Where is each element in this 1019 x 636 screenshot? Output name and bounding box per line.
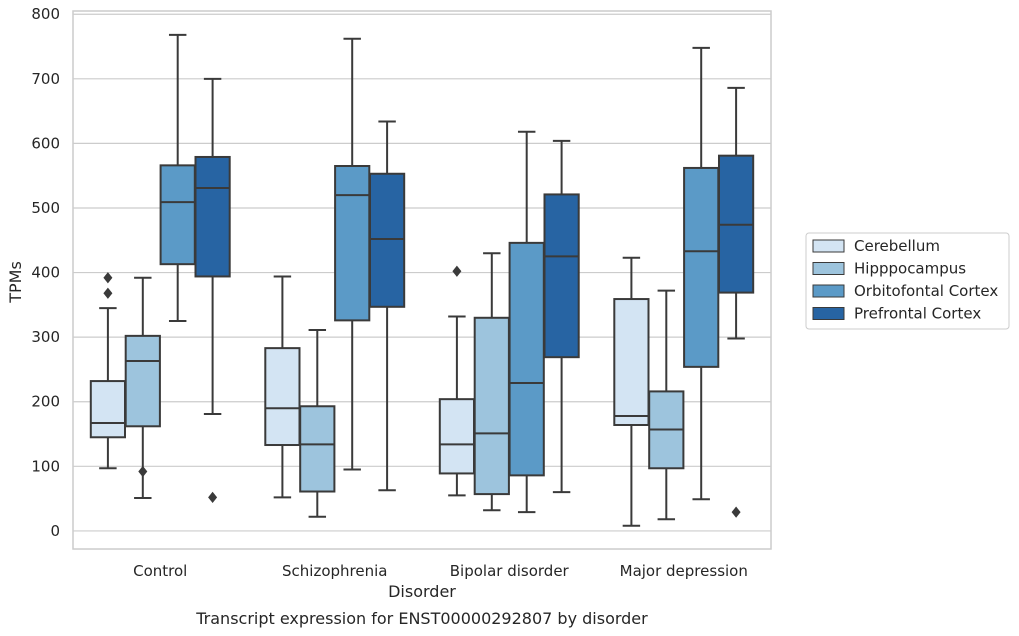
box-body — [683, 166, 720, 368]
box-body — [368, 172, 406, 308]
y-tick-label: 400 — [31, 264, 60, 282]
legend-label: Cerebellum — [854, 237, 940, 255]
box-0-0 — [89, 272, 127, 470]
x-tick-labels: Control Schizophrenia Bipolar disorder Majo… — [133, 562, 748, 580]
box-2-0 — [438, 265, 476, 497]
outlier-point — [731, 506, 741, 518]
legend-swatch — [812, 284, 845, 298]
plot-area-frame — [72, 10, 772, 550]
outlier-point — [452, 265, 462, 277]
box-body — [264, 347, 301, 447]
x-axis-title: Disorder — [388, 582, 456, 601]
outlier-point — [103, 272, 113, 284]
box-body — [124, 334, 161, 428]
outlier-point — [138, 465, 148, 478]
y-axis-title: TPMs — [6, 261, 25, 304]
legend-label: Hipppocampus — [854, 260, 966, 278]
chart-caption: Transcript expression for ENST0000029280… — [195, 609, 648, 628]
box-body — [159, 164, 196, 266]
box-1-3 — [368, 120, 406, 492]
y-tick-label: 200 — [31, 393, 60, 411]
box-2-3 — [543, 139, 580, 494]
box-plot-marks — [89, 33, 755, 527]
box-body — [89, 380, 127, 439]
y-tick-label: 800 — [31, 5, 60, 23]
box-1-2 — [334, 37, 371, 471]
box-body — [613, 298, 650, 426]
box-body — [194, 155, 231, 278]
y-tick-labels: 0 100 200 300 400 500 600 700 800 — [31, 5, 60, 540]
legend-label: Orbitofontal Cortex — [854, 282, 998, 300]
box-3-3 — [717, 86, 755, 518]
x-tick-label: Major depression — [620, 562, 748, 580]
x-tick-label: Schizophrenia — [282, 562, 387, 580]
legend-swatch — [812, 239, 845, 253]
x-tick-label: Bipolar disorder — [450, 562, 570, 580]
box-2-1 — [473, 252, 510, 512]
y-tick-label: 100 — [31, 457, 60, 475]
outlier-point — [208, 491, 218, 503]
legend-swatch — [812, 307, 845, 320]
box-0-1 — [124, 276, 161, 499]
legend: Cerebellum Hipppocampus Orbitofontal Corte… — [805, 232, 1010, 330]
box-body — [334, 165, 371, 322]
y-tick-label: 0 — [50, 522, 60, 540]
box-0-2 — [159, 33, 196, 323]
y-tick-label: 500 — [31, 199, 60, 217]
box-body — [473, 316, 510, 496]
box-body — [438, 398, 476, 475]
box-1-1 — [299, 329, 336, 518]
y-tick-label: 300 — [31, 328, 60, 346]
box-1-0 — [264, 275, 301, 499]
box-3-0 — [613, 256, 650, 527]
box-body — [299, 405, 336, 493]
box-3-2 — [683, 46, 720, 501]
box-body — [508, 241, 545, 477]
legend-swatch — [812, 262, 845, 275]
y-tick-label: 600 — [31, 134, 60, 152]
box-3-1 — [648, 289, 685, 521]
box-2-2 — [508, 130, 545, 514]
legend-frame — [805, 232, 1010, 330]
x-tick-label: Control — [133, 562, 187, 580]
legend-label: Prefrontal Cortex — [854, 305, 981, 323]
y-tick-label: 700 — [31, 70, 60, 88]
box-body — [543, 193, 580, 359]
box-0-3 — [194, 77, 231, 503]
outlier-point — [103, 287, 113, 299]
